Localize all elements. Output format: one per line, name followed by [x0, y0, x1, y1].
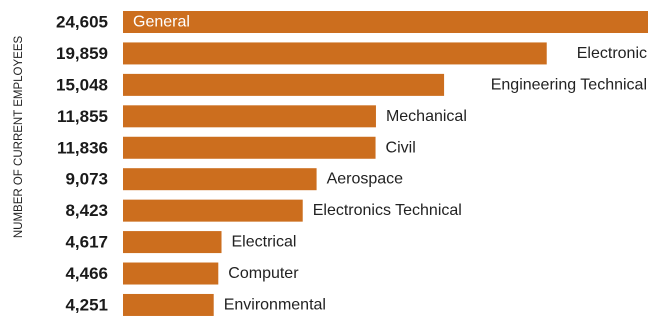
- value-label-1: 19,859: [56, 44, 108, 63]
- category-label-7: Electrical: [232, 234, 297, 251]
- bar-8: [123, 262, 219, 285]
- value-label-0: 24,605: [56, 13, 108, 32]
- value-label-7: 4,617: [65, 233, 108, 252]
- bars-group: 24,605 General 19,859 Electronic 15,048 Engin…: [56, 11, 648, 316]
- value-label-5: 9,073: [65, 170, 108, 189]
- category-label-1: Electronic: [577, 45, 647, 62]
- bar-7: [123, 231, 222, 254]
- bar-4: [123, 136, 376, 159]
- bar-0: [123, 11, 648, 33]
- category-label-2: Engineering Technical: [491, 76, 647, 93]
- category-label-3: Mechanical: [386, 108, 467, 125]
- y-axis-label: NUMBER OF CURRENT EMPLOYEES: [13, 36, 25, 239]
- value-label-3: 11,855: [57, 107, 108, 126]
- value-label-9: 4,251: [65, 295, 108, 314]
- bar-5: [123, 168, 317, 191]
- category-label-9: Environmental: [224, 296, 326, 313]
- value-label-2: 15,048: [56, 75, 108, 94]
- bar-1: [123, 42, 547, 65]
- category-label-8: Computer: [228, 265, 299, 282]
- bar-9: [123, 293, 214, 316]
- value-label-6: 8,423: [65, 201, 108, 220]
- value-label-4: 11,836: [57, 138, 108, 157]
- category-label-5: Aerospace: [327, 171, 404, 188]
- bar-6: [123, 199, 303, 222]
- bar-2: [123, 73, 445, 96]
- bar-3: [123, 105, 376, 128]
- category-label-6: Electronics Technical: [313, 202, 462, 219]
- value-label-8: 4,466: [65, 264, 108, 283]
- category-label-4: Civil: [386, 139, 416, 156]
- category-label-0: General: [133, 14, 190, 31]
